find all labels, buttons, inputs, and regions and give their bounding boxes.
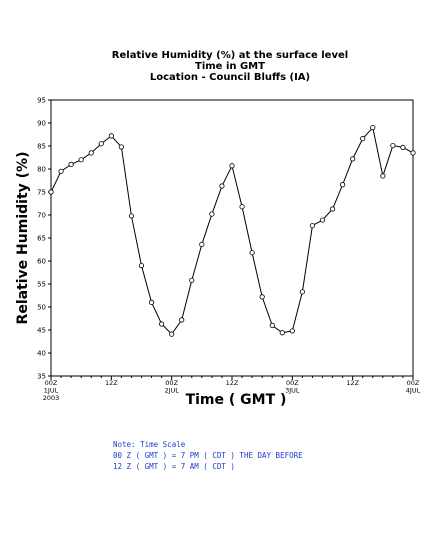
- humidity-data-point: [138, 262, 145, 269]
- x-tick-label: 12Z: [346, 379, 359, 387]
- y-tick-label: 55: [37, 281, 46, 289]
- humidity-data-point: [259, 294, 265, 300]
- y-tick-label: 35: [37, 373, 46, 381]
- note-time-scale: Note: Time Scale: [113, 440, 186, 449]
- humidity-data-point: [118, 144, 124, 150]
- humidity-data-point: [128, 213, 135, 219]
- humidity-data-point: [390, 142, 396, 149]
- humidity-data-point: [410, 150, 416, 156]
- chart-title-line-2: Time in GMT: [195, 61, 265, 72]
- y-tick-label: 80: [37, 166, 46, 174]
- humidity-data-point: [229, 163, 235, 169]
- humidity-data-point: [219, 183, 225, 189]
- humidity-data-point: [340, 182, 346, 188]
- humidity-data-point: [400, 144, 406, 150]
- y-tick-label: 75: [37, 189, 46, 197]
- humidity-data-point: [329, 206, 336, 212]
- humidity-data-point: [360, 136, 366, 142]
- humidity-data-point: [319, 217, 326, 223]
- chart-title-line-1: Relative Humidity (%) at the surface lev…: [111, 50, 349, 61]
- x-tick-label: 4JUL: [406, 387, 421, 395]
- humidity-data-point: [68, 161, 74, 167]
- x-tick-label: 00Z: [165, 379, 178, 387]
- y-tick-label: 65: [37, 235, 46, 243]
- x-tick-label: 3JUL: [285, 387, 300, 395]
- y-tick-label: 45: [37, 327, 46, 335]
- chart-title-line-3: Location - Council Bluffs (IA): [149, 72, 311, 83]
- x-tick-label: 12Z: [105, 379, 118, 387]
- y-tick-label: 90: [37, 120, 46, 128]
- humidity-data-point: [58, 168, 64, 174]
- humidity-series-line: [50, 126, 414, 335]
- humidity-data-point: [309, 222, 316, 229]
- x-tick-label: 12Z: [226, 379, 239, 387]
- humidity-data-point: [269, 322, 275, 328]
- humidity-data-point: [48, 189, 54, 195]
- y-tick-label: 95: [37, 97, 46, 105]
- humidity-data-point: [169, 331, 175, 337]
- x-tick-label: 2JUL: [164, 387, 179, 395]
- x-tick-label: 00Z: [45, 379, 58, 387]
- humidity-data-point: [189, 277, 195, 283]
- plot-frame: [50, 99, 414, 377]
- humidity-data-point: [148, 299, 155, 305]
- humidity-data-point: [209, 211, 215, 217]
- humidity-data-point: [108, 133, 114, 139]
- humidity-data-point: [78, 157, 84, 163]
- x-tick-label: 1JUL: [44, 387, 59, 395]
- y-tick-label: 60: [37, 258, 46, 266]
- series-layer: [48, 125, 416, 337]
- humidity-data-point: [279, 330, 285, 336]
- y-tick-label: 40: [37, 350, 46, 358]
- humidity-data-point: [350, 156, 356, 162]
- humidity-data-point: [199, 241, 205, 248]
- humidity-data-point: [239, 204, 245, 210]
- x-tick-label: 00Z: [286, 379, 299, 387]
- humidity-data-point: [299, 289, 305, 295]
- y-tick-label: 85: [37, 143, 46, 151]
- humidity-data-point: [88, 150, 94, 156]
- y-tick-label: 50: [37, 304, 46, 312]
- y-tick-label: 70: [37, 212, 46, 220]
- note-12z-conversion: 12 Z ( GMT ) = 7 AM ( CDT ): [113, 462, 235, 471]
- humidity-data-point: [98, 141, 104, 147]
- y-axis: 35 40 45 50 55 60 65 70 75 80 85 90 95: [37, 97, 51, 381]
- humidity-data-point: [179, 317, 185, 323]
- humidity-data-point: [289, 328, 295, 334]
- humidity-data-point: [380, 173, 386, 179]
- humidity-data-point: [249, 250, 255, 256]
- humidity-data-point: [159, 321, 165, 327]
- x-tick-label: 00Z: [407, 379, 420, 387]
- note-00z-conversion: 00 Z ( GMT ) = 7 PM ( CDT ) THE DAY BEFO…: [113, 451, 303, 460]
- x-tick-label: 2003: [43, 394, 60, 402]
- x-axis-label: Time ( GMT ): [186, 392, 287, 408]
- y-axis-label: Relative Humidity (%): [15, 152, 31, 325]
- humidity-data-point: [370, 125, 376, 131]
